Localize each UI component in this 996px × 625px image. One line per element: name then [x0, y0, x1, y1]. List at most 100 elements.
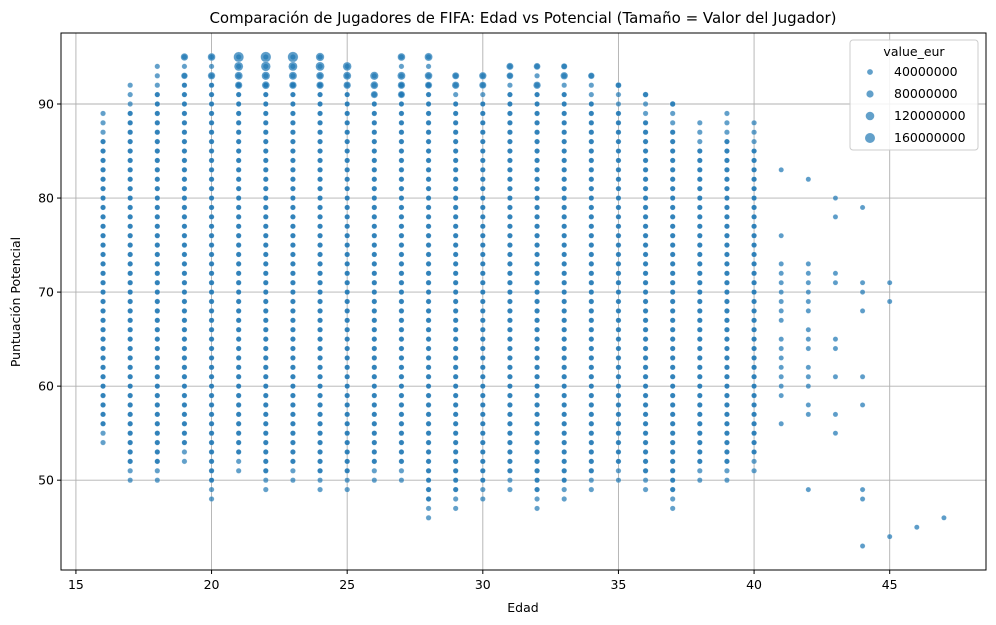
- data-point: [534, 355, 540, 361]
- data-point: [127, 298, 134, 305]
- data-point: [751, 430, 757, 437]
- data-point: [561, 195, 568, 201]
- data-point: [507, 242, 513, 248]
- data-point: [452, 458, 459, 465]
- data-point: [235, 138, 242, 145]
- data-point: [751, 176, 757, 183]
- data-point: [479, 129, 486, 136]
- data-point: [751, 402, 757, 408]
- data-point: [181, 82, 188, 89]
- data-point: [561, 458, 568, 465]
- data-point: [479, 467, 486, 474]
- data-point: [262, 279, 269, 286]
- data-point: [561, 308, 568, 314]
- data-point: [235, 355, 242, 361]
- data-point: [290, 364, 296, 371]
- data-point: [127, 270, 134, 277]
- data-point: [317, 213, 323, 220]
- data-point: [479, 392, 486, 399]
- data-point: [181, 242, 188, 248]
- data-point: [588, 270, 595, 277]
- data-point: [154, 402, 161, 408]
- data-point: [290, 101, 296, 107]
- data-point: [127, 402, 134, 408]
- data-point: [534, 326, 540, 333]
- data-point: [235, 185, 242, 192]
- data-point: [371, 270, 378, 277]
- data-point: [208, 260, 215, 267]
- data-point: [100, 119, 106, 126]
- data-point: [479, 355, 486, 361]
- data-point: [669, 364, 676, 371]
- data-point: [479, 345, 486, 352]
- data-point: [344, 383, 351, 390]
- data-point: [561, 270, 568, 277]
- data-point: [181, 411, 188, 418]
- data-point: [181, 449, 188, 455]
- data-point: [507, 458, 513, 465]
- data-point: [208, 101, 215, 107]
- data-point: [534, 176, 540, 183]
- data-point: [507, 420, 513, 427]
- data-point: [534, 204, 540, 211]
- data-point: [724, 213, 730, 220]
- data-point: [642, 166, 649, 173]
- data-point: [778, 336, 784, 342]
- data-point: [696, 336, 703, 343]
- data-point: [751, 345, 757, 352]
- data-point: [751, 251, 757, 258]
- x-axis-ticks: 15 20 25 30 35 40 45: [68, 570, 898, 592]
- data-point: [696, 185, 703, 192]
- data-point: [832, 214, 839, 220]
- data-point: [127, 317, 134, 324]
- data-point: [127, 129, 134, 136]
- data-point: [642, 204, 649, 211]
- data-point: [560, 63, 568, 70]
- data-point: [452, 317, 459, 324]
- data-point: [561, 101, 568, 107]
- data-point: [317, 355, 323, 361]
- data-point: [398, 185, 405, 192]
- data-point: [724, 467, 730, 474]
- data-point: [859, 308, 866, 314]
- data-point: [290, 317, 296, 324]
- data-point: [588, 355, 595, 361]
- data-point: [452, 477, 459, 484]
- data-point: [290, 138, 296, 145]
- data-point: [344, 157, 351, 164]
- data-point: [100, 157, 106, 164]
- data-point: [154, 279, 161, 286]
- data-point: [181, 63, 188, 70]
- data-point: [425, 373, 432, 380]
- data-point: [534, 251, 540, 258]
- data-point: [534, 148, 540, 154]
- data-point: [181, 251, 188, 258]
- data-point: [290, 176, 296, 183]
- data-point: [642, 392, 649, 399]
- data-point: [724, 411, 730, 418]
- data-point: [507, 336, 513, 343]
- data-point: [100, 430, 106, 437]
- data-point: [344, 411, 351, 418]
- data-point: [398, 110, 405, 117]
- data-point: [751, 242, 757, 248]
- data-point: [371, 195, 378, 201]
- data-point: [398, 176, 405, 183]
- data-point: [425, 505, 432, 512]
- data-point: [751, 326, 757, 333]
- data-point: [669, 486, 676, 493]
- data-point: [669, 458, 676, 465]
- data-point: [696, 279, 703, 286]
- data-point: [696, 176, 703, 183]
- data-point: [534, 242, 540, 248]
- data-point: [208, 373, 215, 380]
- data-point: [669, 166, 676, 173]
- data-point: [235, 242, 242, 248]
- data-point: [588, 101, 595, 107]
- data-point: [371, 289, 378, 295]
- data-point: [452, 402, 459, 408]
- data-point: [154, 157, 161, 164]
- data-point: [479, 232, 486, 239]
- data-point: [507, 138, 513, 145]
- data-point: [452, 157, 459, 164]
